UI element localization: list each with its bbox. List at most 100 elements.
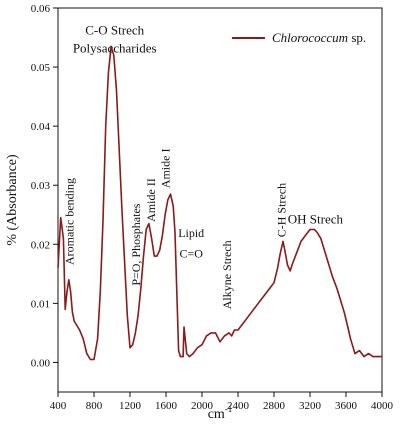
data-point xyxy=(134,332,136,334)
axis-labels: cm-1 % (Absorbance) xyxy=(5,154,232,422)
data-point xyxy=(172,205,174,207)
data-point xyxy=(57,267,59,269)
data-point xyxy=(62,237,64,239)
y-axis-title: % (Absorbance) xyxy=(5,154,20,246)
x-tick-label: 3200 xyxy=(299,400,322,412)
peak-annotation: Aromatic bending xyxy=(62,178,76,265)
data-point xyxy=(291,264,293,266)
data-point xyxy=(231,335,233,337)
data-point xyxy=(73,320,75,322)
data-point xyxy=(331,276,334,278)
data-point xyxy=(316,231,318,234)
data-point xyxy=(192,353,194,355)
data-point xyxy=(295,252,298,254)
y-tick-label: 0.03 xyxy=(31,180,51,192)
data-point xyxy=(188,356,190,358)
data-point xyxy=(68,279,70,281)
data-point xyxy=(145,228,147,231)
data-point xyxy=(174,231,176,234)
data-point xyxy=(107,72,109,74)
data-point xyxy=(110,45,112,48)
x-tick-label: 4000 xyxy=(371,400,394,412)
data-point xyxy=(219,341,221,343)
data-point xyxy=(279,252,281,254)
peak-annotation: OH Strech xyxy=(288,212,344,227)
data-point xyxy=(142,255,145,257)
data-point xyxy=(164,214,166,216)
legend-label-genus: Chlorococcum xyxy=(272,30,348,45)
data-point xyxy=(64,308,66,310)
data-point xyxy=(186,353,188,355)
series-line xyxy=(57,45,382,361)
y-tick-label: 0.02 xyxy=(31,239,50,251)
x-tick-label: 2000 xyxy=(191,400,214,412)
peak-annotation: C-O Strech xyxy=(85,23,144,38)
data-point xyxy=(320,237,322,239)
annotations-layer: C-O Strech Polysaccharides Aromatic bendin… xyxy=(62,23,343,310)
data-point xyxy=(289,270,291,272)
data-point xyxy=(376,356,379,358)
data-point xyxy=(349,338,352,340)
data-point xyxy=(82,338,84,340)
data-point xyxy=(313,228,316,231)
data-point xyxy=(300,240,302,242)
y-tick-label: 0.05 xyxy=(31,62,51,74)
data-point xyxy=(347,326,349,328)
data-point xyxy=(71,311,73,313)
data-point xyxy=(75,323,77,325)
data-point xyxy=(340,299,342,301)
data-point xyxy=(343,311,345,313)
data-point xyxy=(79,329,81,331)
data-point xyxy=(282,240,284,242)
data-point xyxy=(246,317,248,319)
data-point xyxy=(86,353,88,355)
data-point xyxy=(233,329,235,331)
peak-annotation: C=O xyxy=(179,246,203,260)
y-tick-label: 0.00 xyxy=(31,357,51,369)
data-point xyxy=(182,356,184,358)
data-point xyxy=(156,255,158,257)
data-point xyxy=(277,267,279,269)
data-point xyxy=(367,353,370,355)
data-point xyxy=(66,291,68,293)
data-point xyxy=(132,344,134,346)
data-point xyxy=(105,125,107,127)
data-point xyxy=(259,299,262,301)
x-tick-label: 3600 xyxy=(335,400,358,412)
data-point xyxy=(354,353,356,355)
data-point xyxy=(129,347,131,349)
data-point xyxy=(205,335,208,337)
data-point xyxy=(304,234,307,236)
legend-label: Chlorococcum sp. xyxy=(272,30,366,45)
data-point xyxy=(151,237,153,239)
data-point xyxy=(264,293,266,296)
data-point xyxy=(167,199,169,201)
y-tick-label: 0.01 xyxy=(31,298,50,310)
data-point xyxy=(148,223,150,225)
data-point xyxy=(309,228,311,231)
data-point xyxy=(124,261,126,263)
plot-frame xyxy=(57,7,383,393)
data-point xyxy=(159,249,161,251)
data-point xyxy=(223,335,226,337)
series-layer xyxy=(57,45,383,361)
data-point xyxy=(176,291,178,293)
data-point xyxy=(323,249,325,251)
y-tick-label: 0.06 xyxy=(31,3,51,15)
data-point xyxy=(214,332,217,334)
peak-annotation: Alkyne Strech xyxy=(220,240,234,309)
data-point xyxy=(161,234,163,236)
data-point xyxy=(153,255,155,257)
data-point xyxy=(140,288,142,290)
peak-annotation: Amide II xyxy=(144,178,158,222)
data-point xyxy=(268,288,271,290)
data-point xyxy=(60,217,62,219)
data-point xyxy=(237,329,239,331)
data-point xyxy=(169,193,172,195)
peak-annotation: C-H Strech xyxy=(275,183,289,237)
data-point xyxy=(93,358,95,361)
data-point xyxy=(241,323,244,325)
data-point xyxy=(113,54,115,56)
data-point xyxy=(102,220,104,222)
